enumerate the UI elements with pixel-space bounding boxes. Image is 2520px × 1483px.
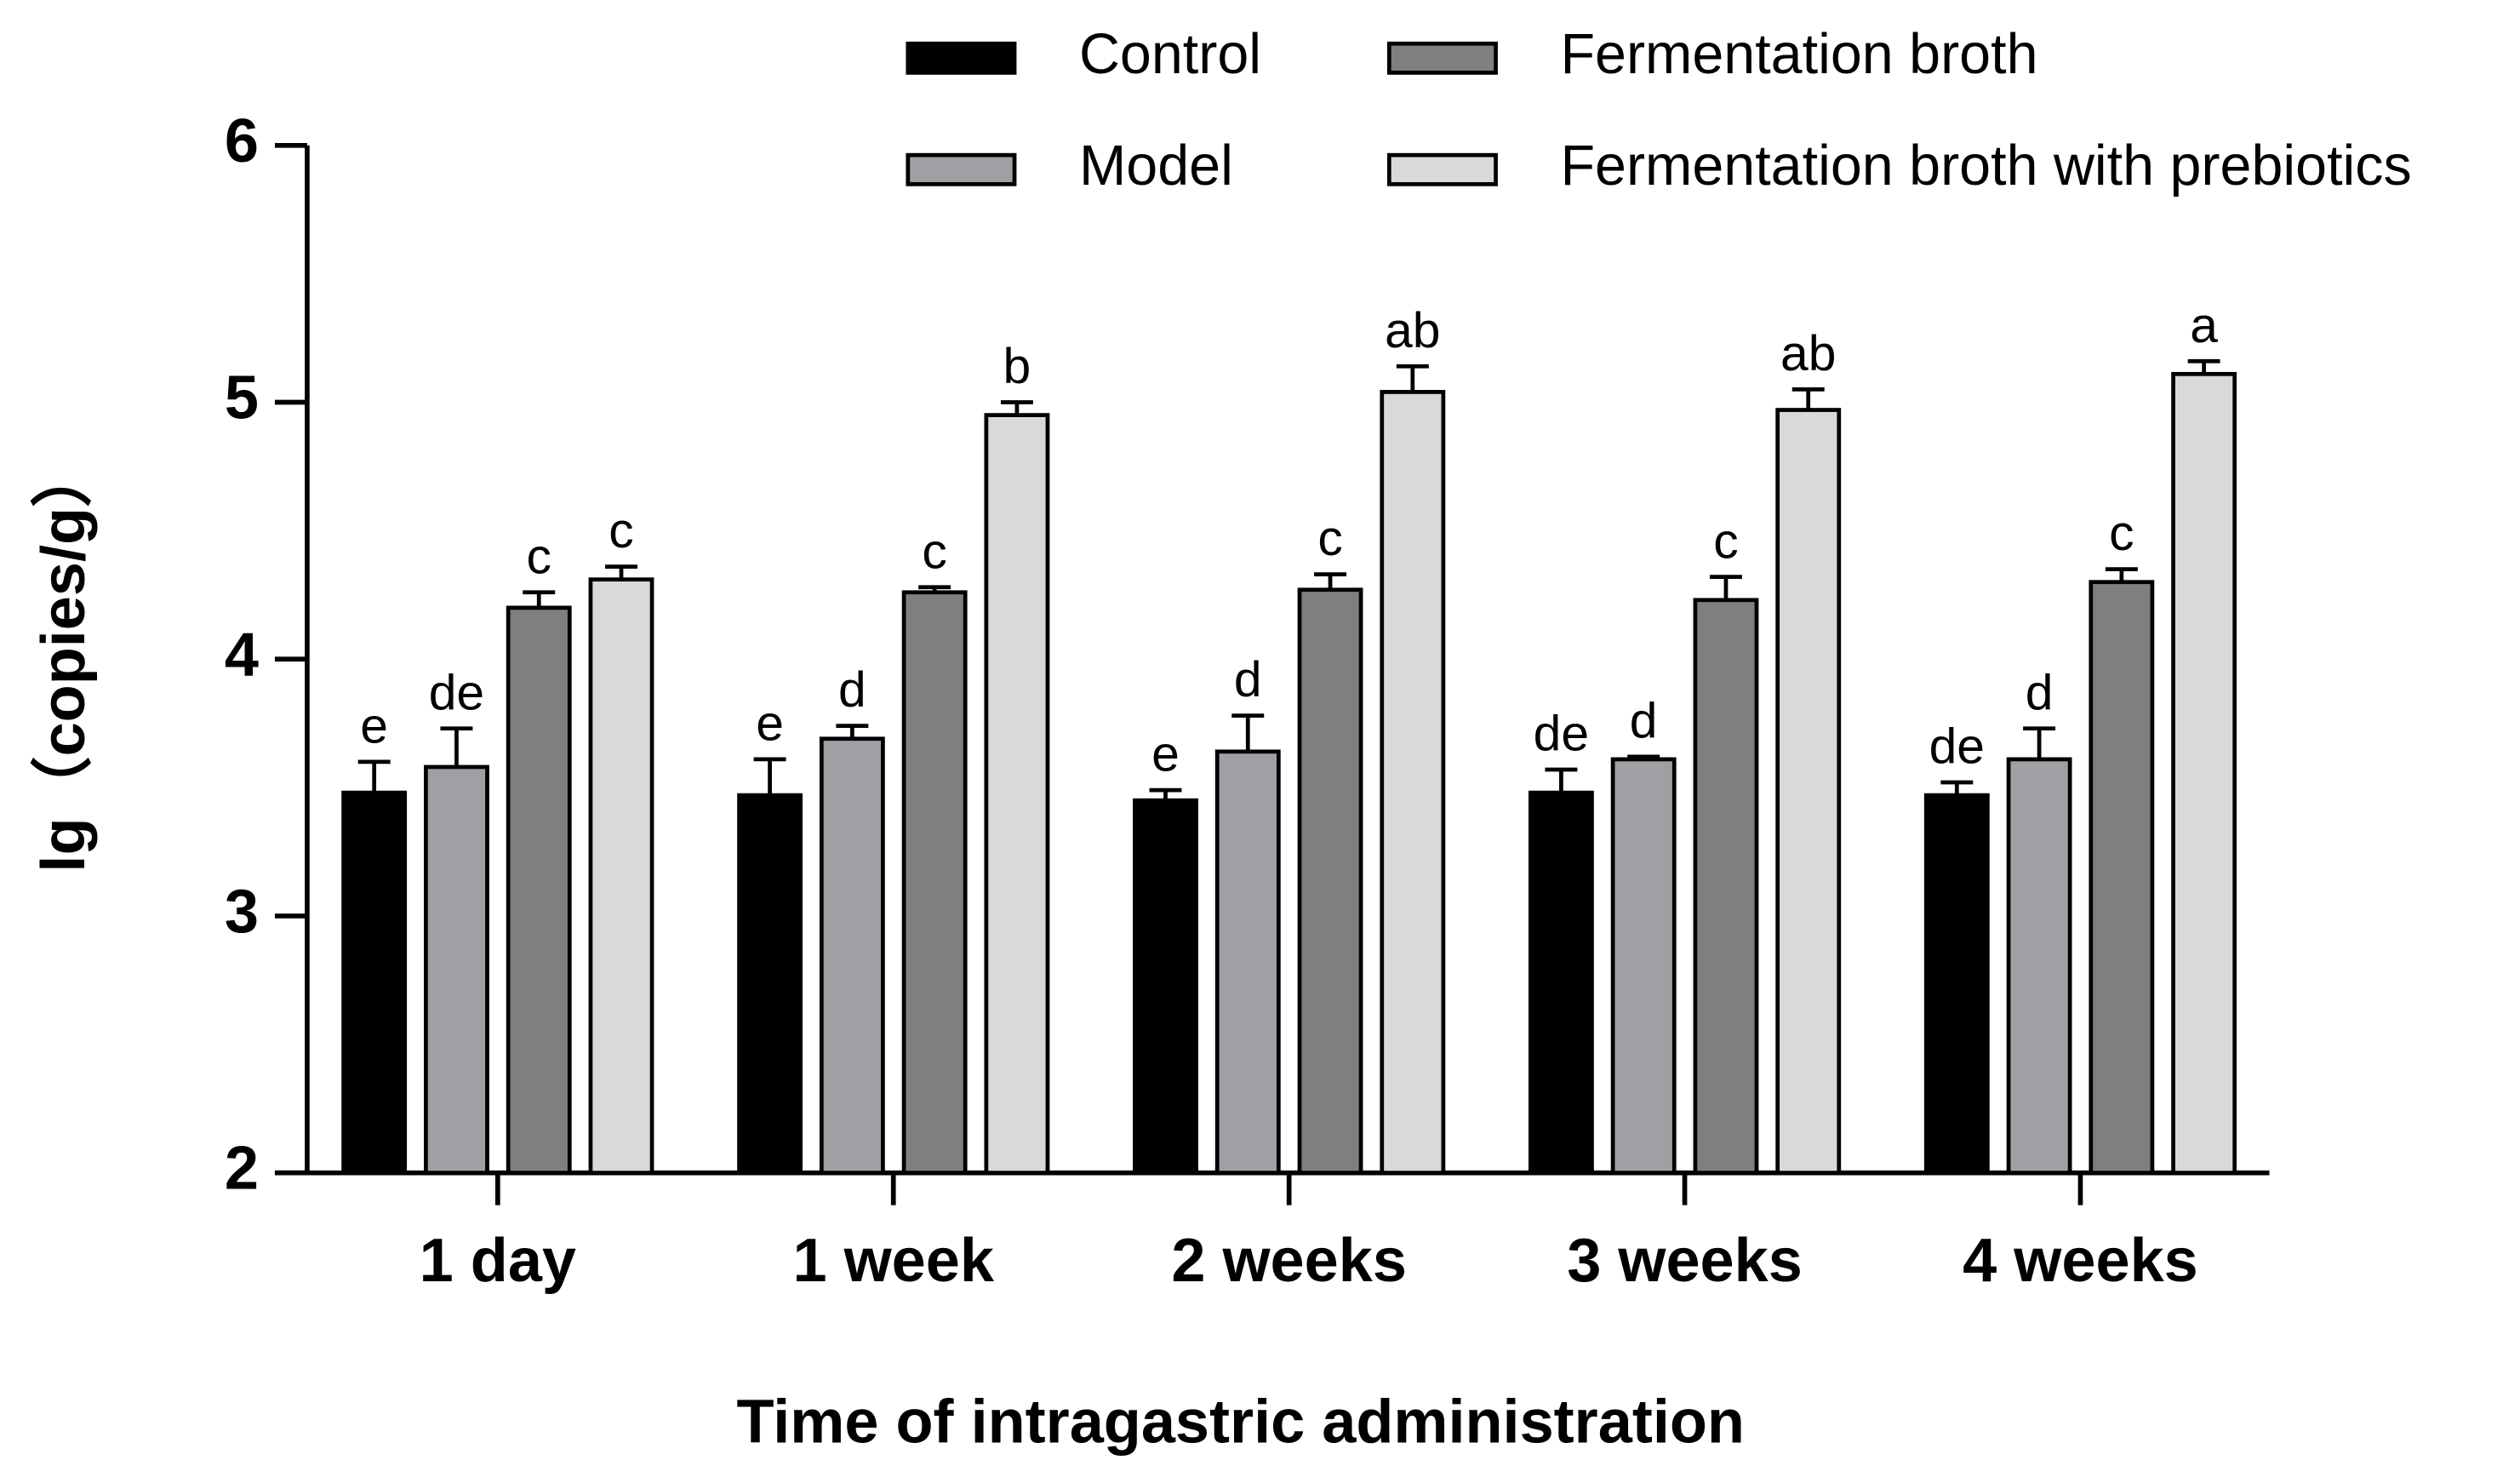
y-tick-label: 5	[225, 364, 259, 432]
significance-label: c	[922, 524, 946, 579]
error-bar	[2023, 726, 2056, 759]
significance-label: d	[1630, 693, 1658, 748]
error-bar	[1545, 767, 1578, 793]
significance-label: c	[609, 503, 633, 558]
error-bar	[918, 585, 951, 593]
error-bar	[523, 590, 556, 608]
bar	[1214, 749, 1281, 1176]
significance-label: e	[756, 696, 784, 751]
error-bar	[1627, 754, 1660, 759]
bar	[1610, 757, 1677, 1176]
error-bar	[1940, 780, 1974, 796]
legend-label: Fermentation broth with prebiotics	[1560, 135, 2411, 198]
error-bar	[605, 564, 637, 580]
significance-label: de	[429, 665, 484, 720]
error-bar	[836, 724, 869, 739]
significance-label: a	[2190, 298, 2218, 353]
error-bar	[1709, 575, 1742, 600]
y-tick-label: 6	[225, 107, 259, 175]
bar	[1775, 408, 1842, 1176]
y-tick-label: 3	[225, 878, 259, 946]
y-axis-title: lg（copies/g）	[30, 446, 98, 873]
bar	[2171, 371, 2237, 1176]
significance-label: e	[360, 698, 388, 753]
significance-label: c	[2109, 506, 2134, 561]
significance-label: d	[1234, 652, 1262, 707]
x-tick-label: 3 weeks	[1567, 1227, 1803, 1295]
significance-label: c	[1713, 513, 1738, 569]
significance-label: b	[1003, 339, 1031, 394]
x-tick-label: 2 weeks	[1171, 1227, 1407, 1295]
legend-swatch	[906, 152, 1017, 186]
significance-label: ab	[1385, 303, 1440, 358]
error-bar	[1396, 364, 1429, 392]
error-bar	[1314, 572, 1347, 590]
bar	[1297, 587, 1363, 1176]
error-bar	[2187, 358, 2220, 375]
legend-label: Model	[1079, 135, 1233, 198]
y-tick-label: 4	[225, 621, 259, 689]
error-bar	[1231, 713, 1265, 752]
error-bar	[1791, 387, 1825, 410]
significance-label: d	[2026, 665, 2054, 720]
bar	[341, 790, 408, 1176]
bar	[2006, 757, 2072, 1176]
y-tick-label: 2	[225, 1135, 259, 1203]
bar	[1528, 790, 1594, 1176]
significance-label: de	[1534, 707, 1589, 762]
bar	[819, 736, 885, 1176]
significance-label: de	[1929, 719, 1985, 775]
legend-label: Fermentation broth	[1560, 23, 2037, 86]
bar	[1380, 390, 1446, 1176]
x-axis-title: Time of intragastric administration	[737, 1389, 1745, 1457]
bar	[1133, 798, 1198, 1176]
x-tick-label: 1 week	[792, 1227, 994, 1295]
bar	[901, 590, 968, 1176]
bar	[2089, 580, 2155, 1176]
significance-label: ab	[1780, 326, 1836, 381]
significance-label: e	[1151, 727, 1180, 782]
legend-label: Control	[1079, 23, 1261, 86]
significance-label: c	[1317, 511, 1342, 566]
legend-swatch	[1386, 41, 1498, 75]
significance-label: c	[527, 529, 551, 584]
x-tick-label: 1 day	[420, 1227, 576, 1295]
x-tick-label: 4 weeks	[1963, 1227, 2198, 1295]
error-bar	[1149, 787, 1182, 801]
error-bar	[1000, 400, 1033, 415]
bar	[1693, 598, 1759, 1176]
bar	[424, 764, 489, 1176]
error-bar	[2105, 567, 2138, 582]
error-bar	[440, 726, 473, 767]
error-bar	[357, 759, 391, 793]
bar	[984, 413, 1050, 1176]
legend-swatch	[906, 41, 1017, 75]
bar	[506, 605, 572, 1176]
bar	[737, 793, 803, 1176]
legend-swatch	[1386, 152, 1498, 186]
error-bar	[753, 757, 786, 796]
bar	[1923, 793, 1990, 1176]
bar	[588, 577, 654, 1176]
significance-label: d	[838, 662, 866, 718]
